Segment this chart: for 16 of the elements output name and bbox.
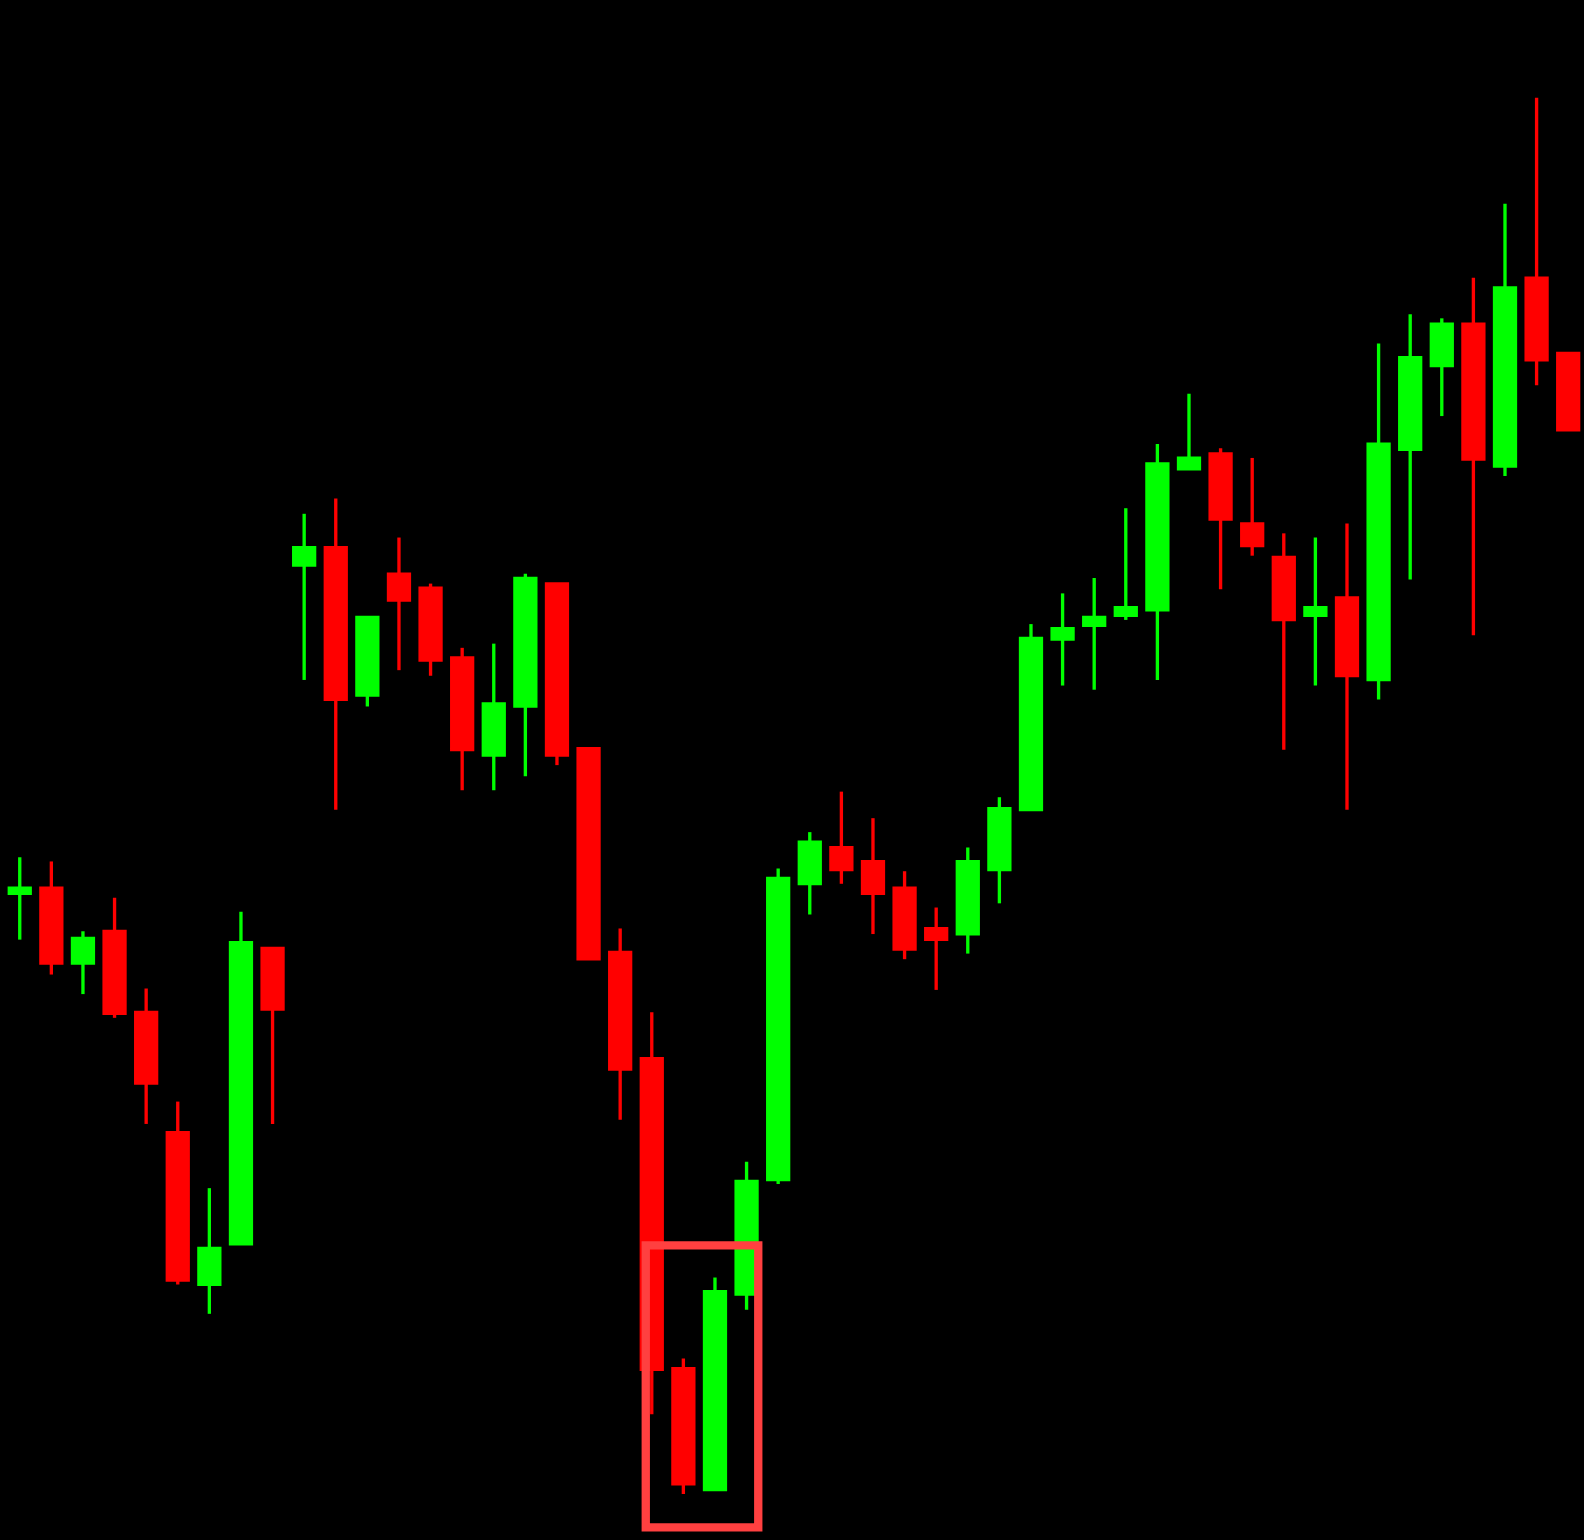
candlestick (1050, 591, 1075, 688)
candlestick (1113, 506, 1138, 622)
candlestick (1240, 456, 1265, 558)
candlestick (797, 830, 822, 917)
candlestick (197, 1186, 222, 1316)
candlestick (386, 535, 412, 672)
candlestick (292, 512, 317, 682)
candlestick (1082, 576, 1107, 692)
candlestick (924, 905, 949, 992)
candlestick (7, 855, 32, 942)
candlestick (1303, 535, 1328, 688)
candlestick (70, 929, 96, 996)
candlestick (1176, 392, 1202, 471)
candlestick (860, 816, 886, 936)
candlestick (829, 789, 854, 886)
candlestick (1429, 316, 1454, 418)
